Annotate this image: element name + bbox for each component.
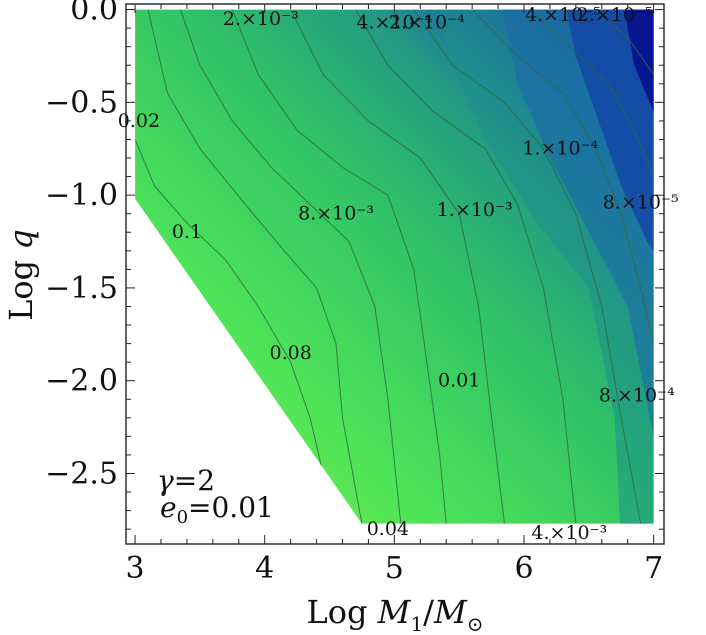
y-axis-title: Log q — [2, 229, 40, 321]
contour-label: 8.×10⁻⁵ — [603, 192, 679, 214]
plot-frame — [125, 3, 665, 545]
contour-labels: 0.02 0.1 0.08 0.04 0.01 8.×10⁻³ 4.×10⁻³ 2.×10⁻³… — [118, 4, 679, 544]
gamma-parameter-label: γ=2 — [157, 464, 215, 497]
x-axis-title: Log M1/M⊙ — [307, 593, 484, 635]
contour-label: 0.1 — [172, 221, 202, 243]
contour-label: 1.×10⁻⁴ — [522, 138, 598, 160]
axis-ticks — [126, 4, 664, 544]
x-tick-label: 6 — [514, 551, 533, 586]
y-tick-label: −0.5 — [45, 85, 118, 120]
y-tick-label: −1.0 — [45, 178, 118, 213]
contour-line — [135, 139, 324, 474]
y-tick-labels: 0.0 −0.5 −1.0 −1.5 −2.0 −2.5 — [45, 0, 118, 491]
contour-line — [231, 9, 447, 524]
e0-parameter-label: e0=0.01 — [160, 491, 274, 528]
x-tick-label: 7 — [644, 551, 663, 586]
contour-label: 4.×10⁻³ — [531, 522, 607, 544]
contour-line — [530, 9, 654, 177]
contour-label: 0.02 — [118, 110, 160, 132]
x-tick-labels: 3 4 5 6 7 — [126, 551, 664, 586]
contour-line — [355, 9, 577, 524]
y-tick-label: −1.5 — [45, 271, 118, 306]
contour-label: 0.01 — [438, 370, 480, 392]
contour-line — [471, 9, 654, 344]
contour-line — [413, 9, 642, 524]
x-tick-label: 3 — [126, 551, 145, 586]
contour-line — [290, 9, 506, 524]
contour-label: 0.04 — [367, 518, 409, 540]
contour-label: 0.08 — [269, 342, 311, 364]
contour-line — [179, 9, 402, 524]
contour-label: 8.×10⁻³ — [298, 203, 374, 225]
contour-label: 2.×10⁻³ — [223, 8, 299, 30]
contour-label: 4.×10⁻⁴ — [356, 12, 432, 34]
contour-label: 8.×10⁻⁴ — [599, 385, 675, 407]
contour-line — [594, 9, 654, 75]
y-tick-label: 0.0 — [70, 0, 118, 28]
contour-label: 4.×10⁻⁵ — [525, 4, 601, 26]
contour-line — [147, 9, 363, 524]
x-tick-label: 4 — [255, 551, 274, 586]
y-tick-label: −2.0 — [45, 364, 118, 399]
contour-band — [621, 9, 654, 158]
y-tick-label: −2.5 — [45, 456, 118, 491]
contour-label: 2.×10⁻⁴ — [389, 12, 465, 34]
x-tick-label: 5 — [385, 551, 404, 586]
contour-label: 2.×10⁻⁵ — [577, 4, 653, 26]
contour-label: 1.×10⁻³ — [437, 199, 513, 221]
